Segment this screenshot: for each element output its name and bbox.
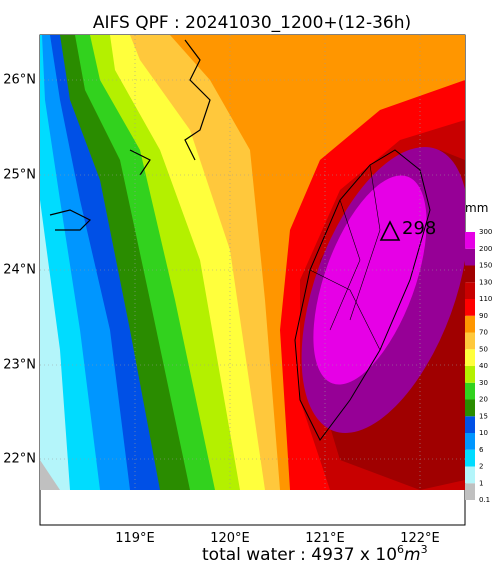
colorbar-label: 300: [479, 228, 492, 236]
colorbar-label: 2: [479, 463, 483, 471]
colorbar-label: 150: [479, 262, 492, 270]
colorbar-swatch: [465, 232, 475, 249]
colorbar-label: 1: [479, 479, 483, 487]
colorbar-swatch: [465, 466, 475, 484]
colorbar-swatch: [465, 382, 475, 400]
colorbar-swatch: [465, 349, 475, 366]
colorbar-swatch: [465, 299, 475, 316]
colorbar-label: 0.1: [479, 496, 490, 504]
max-value: 298: [402, 218, 436, 239]
colorbar-label: 10: [479, 429, 488, 437]
colorbar-swatch: [465, 332, 475, 350]
colorbar-label: 30: [479, 379, 488, 387]
footer-exponent: 6: [397, 543, 404, 556]
colorbar-label: 90: [479, 312, 488, 320]
colorbar-label: 40: [479, 362, 488, 370]
colorbar-swatch: [465, 433, 475, 450]
lat-label: 26°N: [3, 73, 36, 88]
footer-unit-exponent: 3: [421, 543, 428, 556]
colorbar-label: 20: [479, 396, 488, 404]
colorbar-label: 6: [479, 446, 484, 454]
colorbar-swatch: [465, 399, 475, 417]
colorbar-swatch: [465, 282, 475, 299]
colorbar-swatch: [465, 315, 475, 333]
colorbar-label: 50: [479, 345, 488, 353]
colorbar-swatch: [465, 449, 475, 467]
colorbar-swatch: [465, 416, 475, 433]
lat-label: 25°N: [3, 168, 36, 183]
colorbar-swatch: [465, 483, 475, 500]
lat-label: 24°N: [3, 263, 36, 278]
lon-label: 122°E: [400, 531, 440, 546]
colorbar-label: 130: [479, 278, 492, 286]
title: AIFS QPF : 20241030_1200+(12-36h): [93, 13, 411, 33]
lon-label: 120°E: [210, 531, 250, 546]
colorbar-label: 200: [479, 245, 492, 253]
colorbar-label: 15: [479, 412, 488, 420]
colorbar-swatch: [465, 366, 475, 383]
precip-field: [40, 35, 465, 490]
colorbar-swatch: [465, 265, 475, 283]
footer-text: total water : 4937 x 10: [202, 545, 397, 562]
colorbar-swatch: [465, 248, 475, 266]
lat-label: 22°N: [3, 452, 36, 467]
colorbar-label: 110: [479, 295, 492, 303]
footer-unit: m: [404, 545, 421, 562]
colorbar-label: 70: [479, 329, 488, 337]
lat-label: 23°N: [3, 358, 36, 373]
footer: total water : 4937 x 106m3: [202, 543, 428, 562]
lon-label: 119°E: [115, 531, 155, 546]
colorbar-unit: mm: [465, 201, 488, 215]
lon-label: 121°E: [305, 531, 345, 546]
